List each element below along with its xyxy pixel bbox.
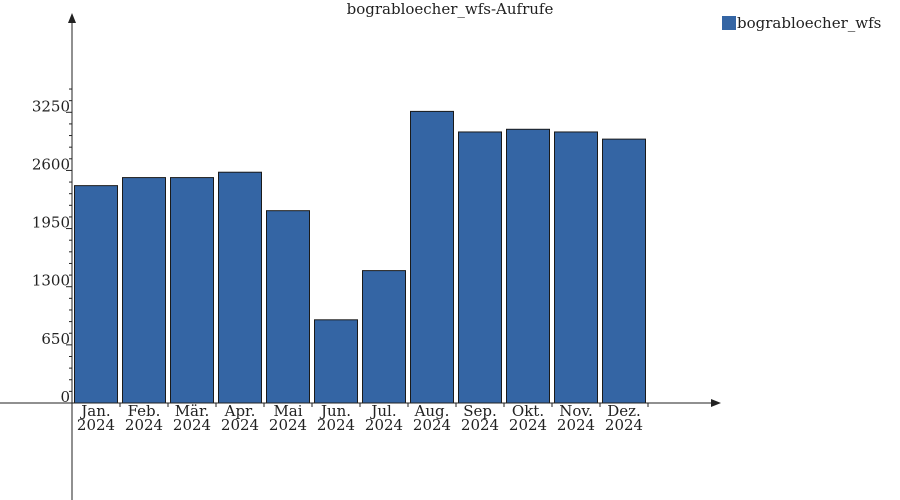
x-tick-label-year: 2024 xyxy=(413,416,451,434)
y-tick-label: 1300 xyxy=(32,272,70,290)
x-tick-label-month: Apr. xyxy=(224,402,256,420)
x-tick-label-year: 2024 xyxy=(365,416,403,434)
bar-sep xyxy=(458,131,502,404)
bar-mai xyxy=(266,210,310,404)
x-tick-label-month: Feb. xyxy=(128,402,161,420)
x-tick-label-month: Mär. xyxy=(175,402,210,420)
bar-jan xyxy=(74,185,118,404)
bar-nov xyxy=(554,131,598,404)
bar-jun xyxy=(314,319,358,404)
x-tick-label-month: Dez. xyxy=(607,402,641,420)
y-tick-label: 1950 xyxy=(32,214,70,232)
x-tick-label-month: Jul. xyxy=(369,402,396,420)
bars-layer xyxy=(74,110,646,404)
x-tick-label-year: 2024 xyxy=(605,416,643,434)
y-tick-label: 2600 xyxy=(32,155,70,173)
x-tick-label-year: 2024 xyxy=(317,416,355,434)
x-tick-label-year: 2024 xyxy=(125,416,163,434)
x-tick-label-month: Nov. xyxy=(559,402,593,420)
x-tick-label-month: Aug. xyxy=(414,402,450,420)
x-axis-arrow xyxy=(711,399,721,407)
bar-jul xyxy=(362,270,406,404)
chart-title: bograbloecher_wfs-Aufrufe xyxy=(346,0,554,18)
axes-layer xyxy=(0,13,721,500)
bar-dez xyxy=(602,138,646,404)
x-tick-label-month: Jun. xyxy=(319,402,351,420)
legend-label: bograbloecher_wfs xyxy=(737,14,882,32)
legend: bograbloecher_wfs xyxy=(722,14,881,32)
x-tick-label-month: Sep. xyxy=(463,402,497,420)
x-tick-label-month: Mai xyxy=(273,402,302,420)
x-tick-label-year: 2024 xyxy=(509,416,547,434)
x-tick-label-year: 2024 xyxy=(221,416,259,434)
y-tick-label: 0 xyxy=(60,388,70,406)
x-tick-label-year: 2024 xyxy=(557,416,595,434)
bar-feb xyxy=(122,177,166,404)
x-tick-label-year: 2024 xyxy=(173,416,211,434)
bar-aug xyxy=(410,110,454,404)
bar-mär xyxy=(170,177,214,404)
x-tick-label-month: Okt. xyxy=(512,402,544,420)
labels-layer: 06501300195026003250Jan.2024Feb.2024Mär.… xyxy=(32,97,643,434)
x-tick-label-year: 2024 xyxy=(77,416,115,434)
x-tick-label-year: 2024 xyxy=(269,416,307,434)
y-tick-label: 3250 xyxy=(32,97,70,115)
x-tick-label-month: Jan. xyxy=(79,402,110,420)
bar-okt xyxy=(506,128,550,404)
y-axis-arrow xyxy=(68,13,76,23)
legend-swatch xyxy=(722,16,736,30)
x-tick-label-year: 2024 xyxy=(461,416,499,434)
y-tick-label: 650 xyxy=(41,330,70,348)
bar-apr xyxy=(218,171,262,404)
